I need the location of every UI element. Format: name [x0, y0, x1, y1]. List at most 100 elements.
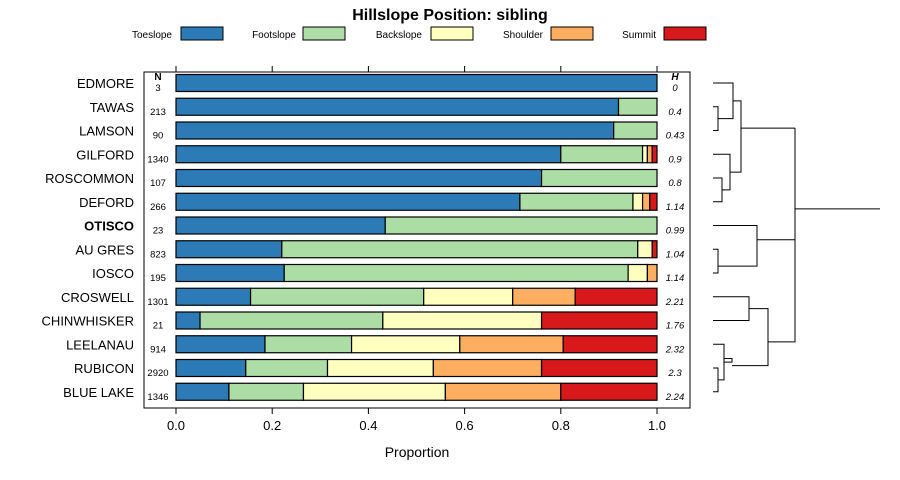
bar-segment-toeslope	[175, 168, 543, 188]
bar-segment-summit	[651, 145, 658, 164]
bar-segment-summit	[540, 311, 658, 330]
h-value: 0.9	[668, 154, 682, 165]
n-value: 1346	[147, 392, 168, 403]
n-value: 823	[150, 249, 166, 260]
legend-label: Toeslope	[132, 30, 172, 41]
dendro-branch	[757, 239, 796, 343]
plot-panel	[143, 71, 691, 409]
h-value: 2.3	[667, 368, 682, 379]
row-label: LAMSON	[79, 124, 134, 139]
n-value: 266	[150, 202, 166, 213]
h-value: 0.43	[666, 131, 685, 142]
h-header: H	[671, 72, 679, 83]
row-label: ROSCOMMON	[45, 171, 134, 186]
row-labels: EDMORE TAWAS LAMSON GILFORD ROSCOMMON DEFORD O…	[42, 76, 135, 400]
n-value: 3	[155, 83, 160, 94]
bar-segment-backslope	[423, 287, 514, 306]
x-axis-label: Proportion	[385, 444, 450, 460]
x-tick-label: 0.6	[456, 418, 474, 433]
x-axis: 0.0 0.2 0.4 0.6 0.8 1.0	[167, 66, 666, 433]
legend-label: Summit	[622, 30, 656, 41]
bar-segment-shoulder	[512, 287, 576, 306]
bar-segment-toeslope	[175, 335, 266, 354]
bar-segment-shoulder	[646, 145, 653, 164]
bar-segment-footslope	[560, 145, 644, 164]
n-value: 90	[153, 131, 164, 142]
n-value: 213	[150, 107, 166, 118]
legend-swatch-toeslope	[180, 26, 224, 41]
bar-segment-shoulder	[646, 263, 658, 283]
bar-segment-summit	[562, 335, 658, 354]
bar-segment-shoulder	[444, 382, 562, 401]
bar-segment-backslope	[641, 145, 648, 164]
row-label: TAWAS	[90, 100, 135, 115]
dendro-branch	[713, 82, 734, 120]
bar-segment-summit	[649, 192, 658, 211]
dendrogram	[713, 82, 880, 393]
legend-label: Shoulder	[503, 30, 544, 41]
legend-swatch-backslope	[430, 26, 474, 41]
bar-segment-shoulder	[432, 358, 543, 378]
legend-label: Backslope	[376, 30, 423, 41]
h-value: 1.04	[666, 249, 685, 260]
bar-segment-footslope	[613, 121, 658, 140]
bar-segment-footslope	[228, 382, 305, 401]
n-value: 1340	[147, 154, 168, 165]
bar-segment-backslope	[326, 358, 434, 378]
h-value: 1.14	[666, 273, 685, 284]
h-value: 0	[672, 83, 678, 94]
n-value: 107	[150, 178, 166, 189]
row-label: IOSCO	[92, 266, 134, 281]
row-label: OTISCO	[84, 219, 134, 234]
dendro-branch	[732, 308, 769, 367]
bar-segment-shoulder	[641, 192, 651, 211]
row-label: DEFORD	[79, 195, 134, 210]
legend-label: Footslope	[252, 30, 296, 41]
bar-segment-footslope	[245, 358, 329, 378]
legend-swatch-shoulder	[550, 26, 594, 41]
bar-segment-summit	[560, 382, 658, 401]
dendro-branch	[730, 100, 742, 173]
bar-segment-toeslope	[175, 145, 562, 164]
x-tick-label: 0.8	[552, 418, 570, 433]
bar-segment-toeslope	[175, 97, 620, 116]
bar-segment-footslope	[617, 97, 658, 116]
h-value: 1.14	[666, 202, 685, 213]
x-tick-label: 0.0	[167, 418, 185, 433]
bar-segment-toeslope	[175, 287, 252, 306]
dendro-branch	[713, 367, 719, 393]
bar-segment-footslope	[519, 192, 634, 211]
n-value: 914	[150, 344, 166, 355]
bar-segment-backslope	[637, 240, 653, 259]
legend-swatch-footslope	[302, 26, 346, 41]
bar-segment-backslope	[350, 335, 461, 354]
dendro-branch	[713, 177, 723, 203]
bar-segment-summit	[540, 358, 658, 378]
bar-segment-footslope	[281, 240, 639, 259]
row-label: LEELANAU	[66, 337, 134, 352]
legend-swatch-summit	[663, 26, 707, 41]
bar-segment-backslope	[627, 263, 648, 283]
bar-segment-footslope	[283, 263, 629, 283]
dendro-branch	[713, 106, 719, 131]
bar-segment-backslope	[302, 382, 446, 401]
n-value: 21	[153, 321, 164, 332]
bar-segment-toeslope	[175, 192, 521, 211]
row-label: AU GRES	[75, 242, 134, 257]
bar-segment-toeslope	[175, 382, 230, 401]
row-label: EDMORE	[77, 76, 134, 91]
x-tick-label: 0.2	[263, 418, 281, 433]
legend: Toeslope Footslope Backslope Shoulder Summit	[132, 26, 707, 41]
h-value: 2.32	[665, 344, 685, 355]
n-value: 23	[153, 226, 164, 237]
h-value: 0.8	[668, 178, 682, 189]
bar-segment-toeslope	[175, 311, 201, 330]
bar-segment-summit	[651, 240, 658, 259]
bar-segment-summit	[574, 287, 658, 306]
row-label: GILFORD	[76, 147, 134, 162]
row-label: CHINWHISKER	[42, 314, 134, 329]
row-label: BLUE LAKE	[63, 385, 134, 400]
bar-segment-toeslope	[175, 263, 285, 283]
row-label: RUBICON	[74, 361, 134, 376]
bar-segment-toeslope	[175, 73, 658, 93]
